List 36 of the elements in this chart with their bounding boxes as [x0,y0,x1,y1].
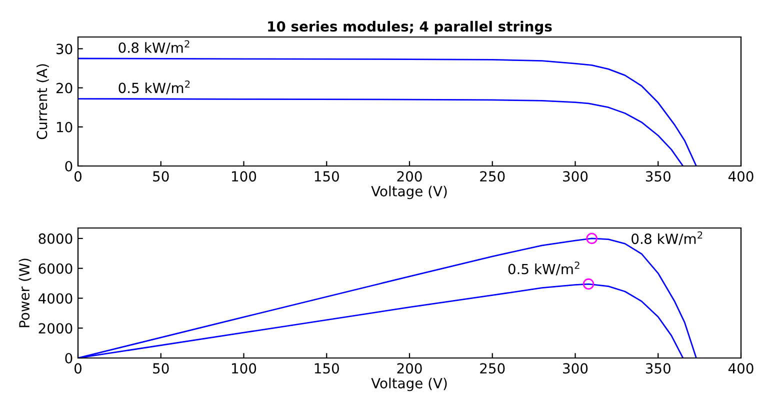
x-tick-label: 200 [397,171,422,182]
y-axis-title: Power (W) [18,258,32,328]
y-tick-label: 8000 [38,233,72,244]
x-tick-label: 300 [563,363,588,374]
x-tick-label: 50 [153,171,169,182]
x-tick-label: 50 [153,363,169,374]
x-axis-title: Voltage (V) [371,186,447,200]
x-tick-label: 0 [74,363,82,374]
annotation: 0.5 kW/m$^{2}$ [508,262,580,276]
x-tick-label: 0 [74,171,82,182]
x-tick-label: 350 [646,171,670,182]
y-tick-label: 0 [65,160,72,172]
y-axis-title: Current (A) [36,64,49,140]
y-tick-label: 4000 [38,293,72,304]
x-tick-label: 200 [397,363,422,374]
x-tick-label: 400 [728,363,754,374]
x-tick-label: 250 [480,363,505,374]
y-tick-label: 30 [56,44,72,54]
y-tick-label: 0 [65,352,72,364]
y-tick-label: 2000 [38,323,72,334]
annotation: 0.8 kW/m$^{2}$ [118,40,190,54]
x-tick-label: 400 [728,171,754,182]
x-axis-title: Voltage (V) [371,378,447,392]
x-tick-label: 100 [232,363,256,374]
x-tick-label: 350 [646,363,670,374]
x-tick-label: 250 [480,171,505,182]
x-tick-label: 300 [563,171,588,182]
chart-title: 10 series modules; 4 parallel strings [268,20,552,34]
y-tick-label: 6000 [38,263,72,274]
x-tick-label: 150 [314,171,339,182]
y-tick-label: 10 [56,122,72,132]
x-tick-label: 100 [232,171,256,182]
y-tick-label: 20 [56,82,72,94]
x-tick-label: 150 [314,363,339,374]
annotation: 0.5 kW/m$^{2}$ [118,80,190,94]
annotation: 0.8 kW/m$^{2}$ [632,231,702,246]
